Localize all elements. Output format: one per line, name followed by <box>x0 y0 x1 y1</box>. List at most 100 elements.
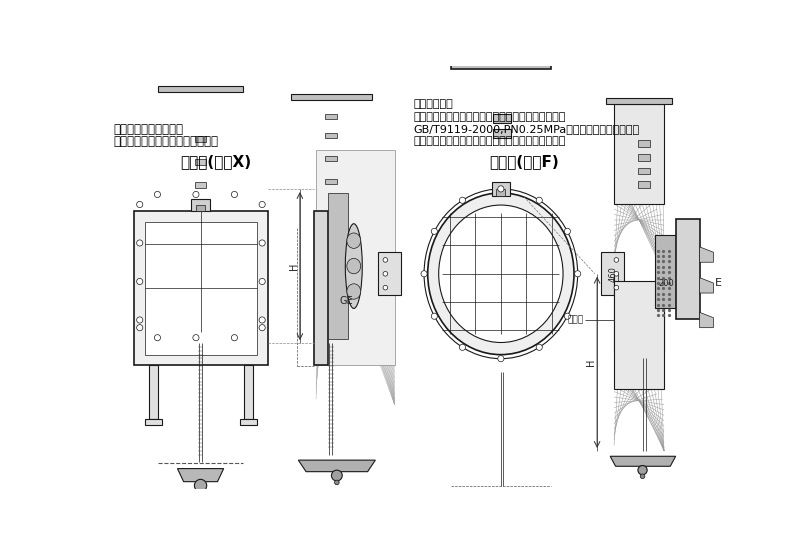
Bar <box>493 129 511 138</box>
Ellipse shape <box>347 233 361 248</box>
Text: H: H <box>290 262 299 270</box>
Bar <box>638 140 650 147</box>
Circle shape <box>259 240 266 246</box>
Circle shape <box>459 344 466 350</box>
Circle shape <box>231 192 238 198</box>
Text: 法兰式(代号F): 法兰式(代号F) <box>489 155 559 170</box>
Circle shape <box>259 324 266 330</box>
Bar <box>677 219 699 319</box>
Circle shape <box>154 334 161 341</box>
Bar <box>325 179 337 184</box>
Text: 适用于上开时无空间的场合，只适: 适用于上开时无空间的场合，只适 <box>114 135 218 148</box>
Text: 适用所有规格单向及双向圆闸门的安装。法兰标准：: 适用所有规格单向及双向圆闸门的安装。法兰标准： <box>414 136 566 147</box>
Polygon shape <box>474 492 530 504</box>
Polygon shape <box>699 247 714 262</box>
Circle shape <box>383 285 388 290</box>
Circle shape <box>137 240 143 246</box>
Text: GB/T9119-2000,PN0.25MPa。当穿墙管为钢管时，需: GB/T9119-2000,PN0.25MPa。当穿墙管为钢管时，需 <box>414 124 640 134</box>
Circle shape <box>259 278 266 284</box>
Bar <box>195 136 206 142</box>
Circle shape <box>137 317 143 323</box>
Bar <box>244 366 253 419</box>
Circle shape <box>494 501 508 515</box>
Text: 穿墙管: 穿墙管 <box>567 316 583 324</box>
Circle shape <box>431 313 438 320</box>
Bar <box>614 104 664 204</box>
Bar <box>638 154 650 161</box>
Circle shape <box>198 490 204 496</box>
Circle shape <box>638 466 647 475</box>
Bar <box>314 211 328 366</box>
Polygon shape <box>328 193 349 339</box>
Circle shape <box>498 356 504 362</box>
Bar <box>614 281 664 389</box>
Ellipse shape <box>428 193 574 355</box>
Bar <box>325 156 337 161</box>
Bar <box>638 181 650 188</box>
Ellipse shape <box>346 224 362 309</box>
Bar <box>134 211 267 366</box>
Circle shape <box>498 513 504 519</box>
Circle shape <box>574 271 581 277</box>
Ellipse shape <box>347 259 361 274</box>
Bar <box>195 159 206 165</box>
Bar <box>145 419 162 425</box>
Circle shape <box>231 334 238 341</box>
Bar <box>325 114 337 119</box>
Bar <box>240 419 257 425</box>
Polygon shape <box>699 312 714 328</box>
Circle shape <box>614 271 618 276</box>
Circle shape <box>564 228 570 234</box>
Ellipse shape <box>438 205 563 343</box>
Bar <box>606 98 672 104</box>
Circle shape <box>536 197 542 203</box>
Text: 用于单向闸门的安装。: 用于单向闸门的安装。 <box>114 122 183 136</box>
Bar <box>325 133 337 138</box>
Circle shape <box>640 474 645 479</box>
Text: 下开式(代号X): 下开式(代号X) <box>180 155 251 170</box>
Circle shape <box>614 285 618 290</box>
Bar <box>316 150 394 366</box>
Circle shape <box>431 228 438 234</box>
Polygon shape <box>298 460 375 472</box>
Circle shape <box>137 201 143 208</box>
Circle shape <box>331 470 342 481</box>
Circle shape <box>334 480 339 485</box>
Bar <box>196 205 205 211</box>
Polygon shape <box>699 278 714 293</box>
Bar <box>145 222 257 355</box>
Circle shape <box>259 201 266 208</box>
Circle shape <box>154 192 161 198</box>
Circle shape <box>383 257 388 262</box>
Text: 与闸门法兰配制一只钢法兰，安装时两法兰装配后与: 与闸门法兰配制一只钢法兰，安装时两法兰装配后与 <box>414 111 566 122</box>
Bar <box>290 94 371 100</box>
Bar <box>451 63 551 69</box>
Bar <box>496 189 506 196</box>
Bar <box>655 234 677 307</box>
Polygon shape <box>601 252 624 295</box>
Text: E: E <box>715 278 722 288</box>
Bar <box>191 199 210 211</box>
Circle shape <box>193 334 199 341</box>
Bar <box>493 114 511 123</box>
Bar <box>492 182 510 196</box>
Bar <box>195 182 206 188</box>
Circle shape <box>498 186 504 192</box>
Circle shape <box>459 197 466 203</box>
Circle shape <box>137 278 143 284</box>
Bar <box>158 86 243 92</box>
Ellipse shape <box>347 284 361 299</box>
Text: 460: 460 <box>609 266 618 282</box>
Polygon shape <box>610 456 676 466</box>
Circle shape <box>536 344 542 350</box>
Circle shape <box>383 271 388 276</box>
Circle shape <box>421 271 427 277</box>
Circle shape <box>137 324 143 330</box>
Circle shape <box>614 257 618 262</box>
Polygon shape <box>378 252 401 295</box>
Polygon shape <box>178 469 224 481</box>
Text: GE: GE <box>339 296 353 306</box>
Circle shape <box>564 313 570 320</box>
Circle shape <box>259 317 266 323</box>
Circle shape <box>193 192 199 198</box>
